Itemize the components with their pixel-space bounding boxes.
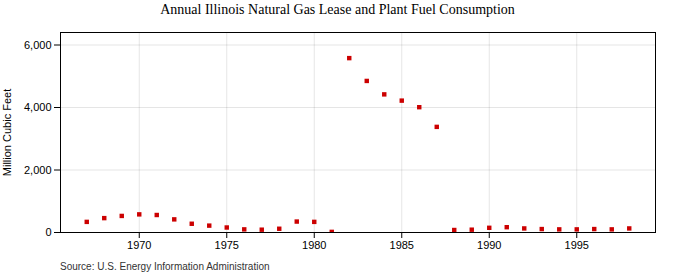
svg-text:1975: 1975 xyxy=(215,239,239,251)
svg-text:1985: 1985 xyxy=(390,239,414,251)
svg-text:1990: 1990 xyxy=(477,239,501,251)
html-text:Annual Illinois Natural Gas Le: Annual Illinois Natural Gas Lease and Pl… xyxy=(160,2,515,17)
svg-text:2,000: 2,000 xyxy=(24,164,52,176)
html-text:Source: U.S. Energy Informatio: Source: U.S. Energy Information Administ… xyxy=(60,261,270,272)
svg-text:0: 0 xyxy=(45,226,51,238)
svg-text:1995: 1995 xyxy=(565,239,589,251)
svg-text:6,000: 6,000 xyxy=(24,39,52,51)
svg-text:Million Cubic Feet: Million Cubic Feet xyxy=(1,89,13,176)
svg-text:1970: 1970 xyxy=(127,239,151,251)
svg-text:4,000: 4,000 xyxy=(24,101,52,113)
svg-text:1980: 1980 xyxy=(302,239,326,251)
